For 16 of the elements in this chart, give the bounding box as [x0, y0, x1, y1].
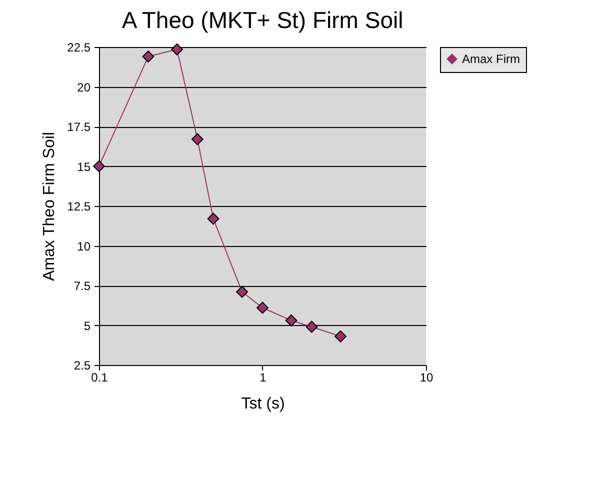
y-tick-label: 17.5: [67, 120, 91, 134]
y-tick-label: 7.5: [74, 279, 91, 293]
x-axis-title: Tst (s): [241, 396, 285, 412]
y-tick-label: 20: [77, 80, 91, 94]
x-tick-label: 10: [420, 370, 434, 384]
y-axis-title: Amax Theo Firm Soil: [41, 132, 58, 282]
chart-title: A Theo (MKT+ St) Firm Soil: [122, 7, 404, 33]
y-tick-label: 5: [84, 318, 91, 333]
legend-label: Amax Firm: [462, 52, 520, 66]
y-tick-label: 10: [77, 239, 91, 254]
x-tick-label: 0.1: [91, 370, 108, 384]
y-tick-label: 22.5: [67, 40, 91, 54]
x-tick-label: 1: [260, 370, 267, 384]
y-tick-label: 15: [77, 160, 91, 174]
y-tick-label: 2.5: [74, 358, 91, 372]
y-tick-label: 12.5: [67, 200, 91, 214]
